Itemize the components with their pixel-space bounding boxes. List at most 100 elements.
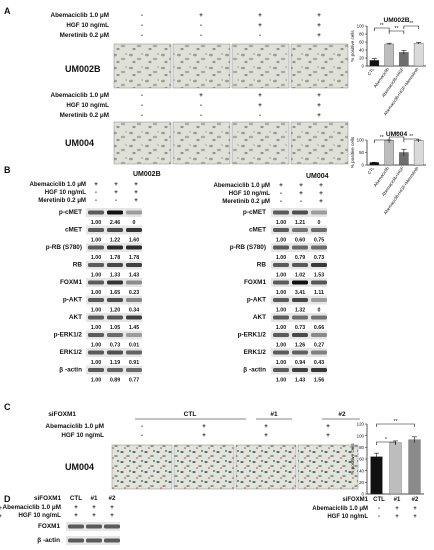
blot-band [107, 298, 123, 302]
panel-a-top-treatments: Abemaciclib 1.0 μM HGF 10 ng/mL Meretini… [51, 12, 322, 39]
blot-band [126, 350, 142, 355]
blot-band [88, 298, 104, 302]
blot-band [88, 368, 104, 372]
treatment-sign: + [202, 432, 206, 439]
densitometry-value: 3.41 [295, 290, 305, 296]
treatment-sign: + [258, 102, 262, 109]
treatment-sign: - [378, 514, 380, 520]
chart-title: UM004 [386, 131, 408, 138]
blot-band [126, 245, 142, 250]
blot-band [104, 538, 120, 543]
blot-row-label: ERK1/2 [60, 349, 83, 356]
densitometry-value: 0.60 [295, 238, 305, 244]
blot-row-label: RB [73, 262, 83, 269]
treatment-sign: - [200, 32, 202, 39]
cell-line-um004-a: UM004 [65, 138, 94, 148]
treatment-label-hgf: HGF 10 ng/mL [327, 514, 368, 520]
y-tick-label: 60 [359, 40, 364, 45]
densitometry-value: 0.73 [110, 343, 120, 349]
micrograph-c-4 [297, 444, 359, 490]
y-tick-label: 60 [359, 457, 364, 462]
treatment-label-merestinib: Meretinib 0.2 μM [222, 198, 270, 205]
treatment-sign: + [317, 22, 321, 29]
densitometry-value: 0.75 [314, 238, 324, 244]
micrograph-um004-1 [113, 121, 172, 165]
treatment-sign: - [141, 32, 143, 39]
blot-band [273, 228, 289, 232]
densitometry-value: 1.02 [295, 273, 305, 279]
densitometry-value: 0.23 [129, 290, 139, 296]
significance-mark: * [385, 437, 387, 443]
micrograph-um004-2 [172, 121, 231, 165]
blot-band [311, 368, 327, 372]
sirna-ctl-label-c: CTL [184, 411, 197, 418]
treatment-label-abemaciclib: Abemaciclib 1.0 μM [29, 181, 86, 188]
sirna-1-label-d: #1 [90, 495, 98, 502]
panel-a-bottom-images [113, 121, 349, 165]
y-tick-label: 0 [362, 64, 365, 69]
blot-row-label: AKT [69, 314, 82, 321]
blot-band [126, 210, 142, 215]
western-blot-d: FOXM1 β -actin [37, 522, 120, 545]
panel-c-chart-treatments: siFOXM1 CTL #1 #2 Abemaciclib 1.0 μM HGF… [0, 497, 419, 520]
bar [384, 43, 394, 67]
treatment-label-hgf: HGF 10 ng/mL [229, 190, 271, 197]
y-tick-label: 40 [359, 468, 364, 473]
panel-a-bottom-treatments: Abemaciclib 1.0 μM HGF 10 ng/mL Meretini… [51, 92, 322, 119]
blot-band [107, 350, 123, 355]
treatment-sign: + [199, 92, 203, 99]
treatment-label-merestinib: Meretinib 0.2 μM [60, 32, 109, 39]
blot-band [88, 228, 104, 232]
treatment-sign: + [317, 12, 321, 19]
treatment-sign: - [141, 92, 143, 99]
blot-band [311, 298, 327, 302]
blot-row-label: p-RB (S780) [46, 244, 82, 251]
blot-row-label: FOXM1 [38, 523, 60, 530]
blot-row-label: β -actin [59, 367, 82, 374]
densitometry-value: 0 [318, 308, 321, 314]
densitometry-value: 1.00 [276, 220, 286, 226]
blot-row-label: p-RB (S780) [230, 244, 266, 251]
densitometry-value: 1.00 [91, 308, 101, 314]
sifoxm1-label-d: siFOXM1 [34, 495, 61, 502]
blot-band [292, 228, 308, 232]
densitometry-value: 0.89 [110, 378, 120, 384]
treatment-sign: + [0, 506, 2, 512]
blot-band [273, 350, 289, 355]
treatment-label-hgf: HGF 10 ng/mL [18, 512, 61, 519]
bar [408, 439, 421, 495]
treatment-label-abemaciclib: Abemaciclib 1.0 μM [46, 423, 104, 430]
blot-band [126, 280, 142, 285]
treatment-sign: + [413, 506, 417, 512]
densitometry-value: 1.00 [276, 290, 286, 296]
treatment-sign: + [0, 514, 2, 520]
densitometry-value: 1.00 [91, 255, 101, 261]
treatment-sign: + [258, 22, 262, 29]
treatment-sign: + [92, 512, 96, 519]
significance-mark: ** [395, 26, 399, 32]
micrograph-um002b-3 [231, 43, 290, 89]
y-tick-label: 80 [359, 445, 364, 450]
x-tick-label: CTL [366, 165, 375, 175]
densitometry-value: 0.94 [295, 360, 305, 366]
treatment-sign: + [319, 182, 323, 189]
densitometry-value: 1.00 [276, 360, 286, 366]
blot-row-label: p-ERK1/2 [54, 332, 83, 339]
treatment-sign: - [378, 506, 380, 512]
treatment-sign: + [319, 198, 323, 205]
panel-b-right-treatments: Abemaciclib 1.0 μM HGF 10 ng/mL Meretini… [213, 182, 323, 205]
y-tick-label: 20 [359, 56, 364, 61]
densitometry-value: 1.20 [110, 308, 120, 314]
treatment-sign: + [317, 32, 321, 39]
treatment-label-hgf: HGF 10 ng/mL [66, 22, 109, 29]
densitometry-value: 1.21 [295, 220, 305, 226]
blot-row-label: FOXM1 [244, 279, 266, 286]
densitometry-value: 1.05 [110, 325, 120, 331]
treatment-sign: + [199, 12, 203, 19]
blot-band [88, 210, 104, 215]
blot-band [292, 210, 308, 215]
treatment-sign: + [110, 512, 114, 519]
